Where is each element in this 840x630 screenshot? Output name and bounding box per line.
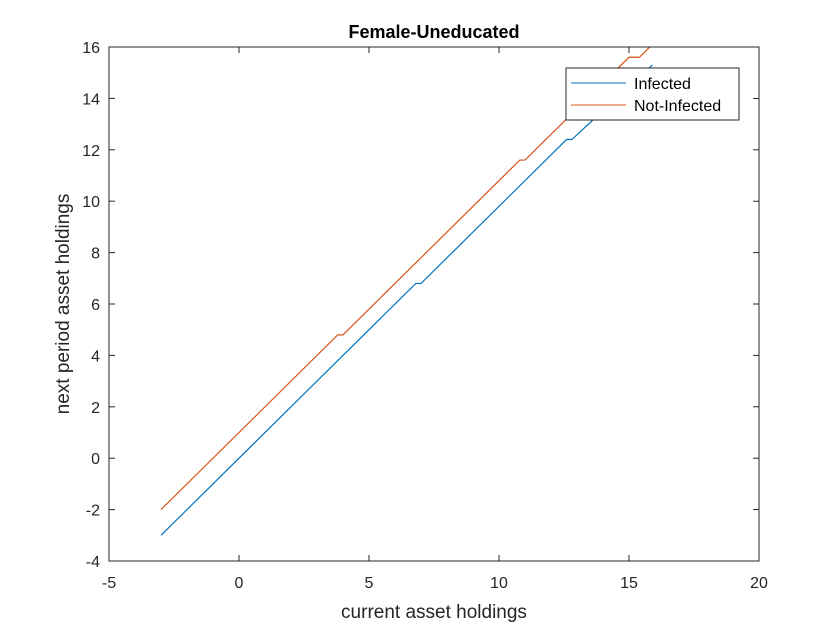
x-tick-label: 0 — [235, 575, 244, 592]
y-tick-label: 14 — [82, 91, 100, 108]
y-tick-label: 8 — [91, 246, 100, 263]
y-tick-label: 16 — [82, 40, 100, 57]
x-tick-label: 15 — [620, 575, 638, 592]
x-axis-label: current asset holdings — [341, 602, 527, 623]
y-tick-label: -2 — [86, 503, 100, 520]
x-tick-label: -5 — [102, 575, 116, 592]
y-axis-label: next period asset holdings — [53, 194, 74, 415]
plot-area — [109, 47, 759, 561]
y-tick-label: 0 — [91, 451, 100, 468]
tick-layer: -5 0 5 10 15 20 -4 -2 0 2 4 6 8 10 12 14 16 — [82, 40, 768, 592]
y-tick-label: 6 — [91, 297, 100, 314]
y-tick-label: 12 — [82, 143, 100, 160]
x-tick-label: 10 — [490, 575, 508, 592]
legend-label-infected: Infected — [634, 76, 691, 93]
legend-box — [565, 67, 740, 121]
y-tick-label: 10 — [82, 194, 100, 211]
y-tick-label: 2 — [91, 400, 100, 417]
chart-title: Female-Uneducated — [348, 22, 519, 42]
y-tick-label: 4 — [91, 348, 100, 365]
legend: Infected Not-Infected — [565, 67, 740, 121]
legend-label-not-infected: Not-Infected — [634, 98, 721, 115]
series-line-infected — [160, 64, 653, 536]
x-tick-label: 20 — [750, 575, 768, 592]
y-tick-label: -4 — [86, 554, 100, 571]
x-tick-label: 5 — [365, 575, 374, 592]
